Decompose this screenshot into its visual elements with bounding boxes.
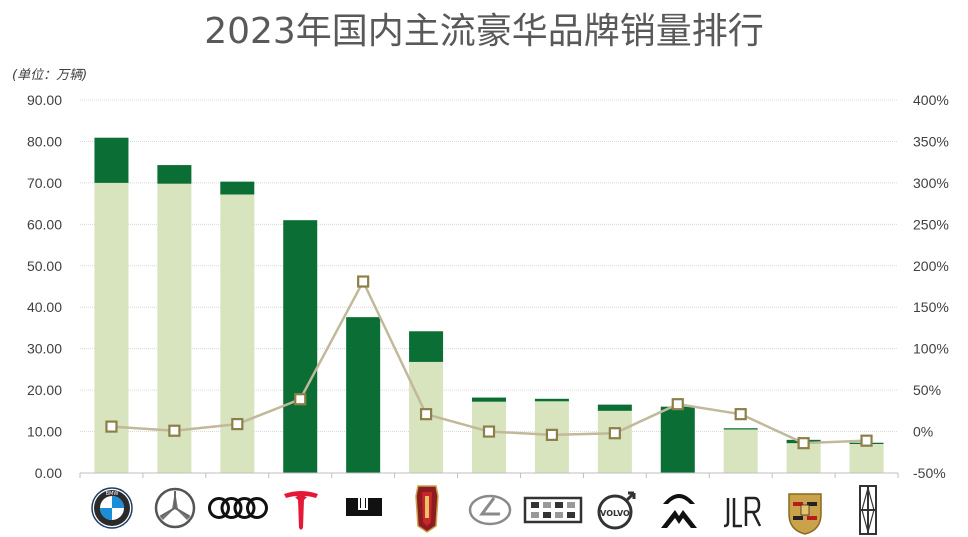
- lincoln-logo: [859, 485, 877, 535]
- y-tick-label: 70.00: [27, 175, 62, 191]
- y-tick-label: 60.00: [27, 216, 62, 232]
- y-tick-label: 90.00: [27, 92, 62, 108]
- y-tick-label: 40.00: [27, 299, 62, 315]
- bar-base-10: [723, 429, 758, 473]
- nio-logo: [661, 494, 697, 528]
- y2-tick-label: 250%: [913, 216, 949, 232]
- y-tick-label: 50.00: [27, 258, 62, 274]
- bar-base-12: [849, 443, 884, 473]
- y2-tick-label: -50%: [913, 465, 946, 481]
- mercedes-logo: [154, 487, 196, 529]
- growth-point-9: [671, 398, 684, 411]
- bar-top-4: [346, 317, 381, 473]
- lexus-logo: [468, 494, 512, 526]
- tesla-logo: [284, 491, 318, 530]
- y-tick-label: 30.00: [27, 341, 62, 357]
- bar-top-5: [409, 331, 444, 362]
- bar-top-0: [94, 137, 129, 183]
- growth-point-6: [482, 425, 496, 438]
- bar-top-6: [472, 397, 506, 402]
- y-tick-label: 0.00: [35, 465, 62, 481]
- bar-top-1: [157, 165, 192, 184]
- bmw-logo: BMW: [91, 487, 133, 529]
- hongqi-logo: [415, 485, 439, 533]
- svg-text:VOLVO: VOLVO: [600, 509, 630, 518]
- growth-point-3: [294, 393, 307, 406]
- gridlines: [80, 99, 898, 433]
- y2-tick-label: 150%: [913, 299, 949, 315]
- audi-logo: [208, 497, 268, 519]
- growth-point-2: [231, 417, 244, 431]
- bar-top-7: [534, 398, 569, 402]
- porsche-logo: [788, 493, 822, 535]
- growth-point-5: [419, 408, 433, 421]
- growth-point-10: [734, 408, 747, 421]
- bar-top-2: [220, 181, 255, 195]
- bar-top-8: [597, 404, 632, 411]
- y-tick-label: 20.00: [27, 382, 62, 398]
- chart-title: 2023年国内主流豪华品牌销量排行: [204, 11, 764, 52]
- growth-point-11: [797, 437, 810, 450]
- bar-top-10: [723, 428, 758, 430]
- bars: [94, 137, 884, 473]
- y2-tick-label: 400%: [913, 92, 949, 108]
- unit-label: (单位：万辆): [12, 68, 88, 83]
- volvo-logo: VOLVO: [597, 491, 636, 530]
- bar-base-2: [220, 194, 255, 473]
- li-auto-logo: [346, 498, 382, 516]
- bar-top-9: [660, 406, 695, 473]
- growth-point-1: [168, 424, 181, 437]
- bar-base-8: [597, 410, 632, 473]
- svg-text:BMW: BMW: [106, 491, 119, 497]
- jlr-logo: [723, 496, 762, 528]
- y2-tick-label: 350%: [913, 133, 949, 149]
- axes: 0.00 10.00 20.00 30.00 40.00 50.00 60.00 70.00 8…: [27, 92, 949, 481]
- growth-point-8: [608, 427, 621, 440]
- y2-tick-label: 300%: [913, 175, 949, 191]
- y-tick-label: 10.00: [27, 424, 62, 440]
- y2-tick-label: 0%: [913, 424, 933, 440]
- y-tick-label: 80.00: [27, 133, 62, 149]
- y2-tick-label: 200%: [913, 258, 949, 274]
- y2-tick-label: 50%: [913, 382, 941, 398]
- growth-point-0: [105, 420, 118, 433]
- growth-point-4: [357, 275, 370, 288]
- growth-line: [105, 275, 873, 450]
- bar-top-3: [283, 220, 318, 473]
- growth-point-12: [860, 434, 873, 447]
- y2-tick-label: 100%: [913, 341, 949, 357]
- growth-point-7: [545, 428, 559, 441]
- cadillac-logo: [523, 496, 583, 524]
- brand-logos: BMW: [91, 485, 877, 535]
